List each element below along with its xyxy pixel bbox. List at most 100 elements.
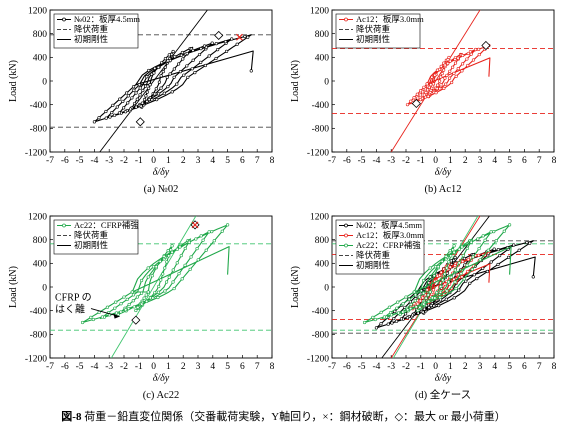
series-marker [180, 277, 184, 281]
x-tick-label: 8 [270, 156, 275, 166]
legend-entry: Ac22：CFRP補強 [74, 220, 139, 230]
series-marker [141, 88, 145, 93]
fracture-marker [236, 33, 243, 41]
initial-stiffness-line [392, 216, 479, 358]
legend-entry: Ac12：板厚3.0mm [356, 14, 424, 24]
legend-entry: 降伏荷重 [356, 24, 391, 34]
x-tick-label: -4 [372, 362, 380, 372]
series-marker [105, 305, 110, 309]
series-marker [165, 75, 169, 79]
series-marker [396, 311, 401, 315]
series-marker [170, 52, 174, 56]
series-marker [204, 45, 208, 49]
y-tick-label: 0 [42, 77, 47, 87]
x-tick-label: 3 [478, 362, 483, 372]
series-marker [528, 241, 532, 245]
series-marker [409, 99, 413, 103]
series-marker [404, 295, 408, 299]
series-marker [246, 35, 250, 39]
max-load-diamond [214, 30, 224, 41]
x-tick-label: -4 [372, 156, 380, 166]
series-marker [195, 246, 199, 251]
series-marker [139, 104, 143, 108]
series-marker [171, 49, 175, 54]
series-marker [235, 42, 239, 46]
y-tick-label: -800 [30, 331, 48, 341]
series-marker [494, 239, 498, 243]
x-tick-label: 7 [255, 156, 260, 166]
series-marker [399, 317, 404, 321]
series-marker [460, 62, 465, 66]
series-marker [201, 238, 205, 242]
series-marker [422, 302, 426, 306]
series-marker [428, 275, 432, 279]
series-marker [175, 247, 179, 251]
plot-area [332, 216, 554, 358]
series-marker [115, 105, 119, 109]
series-marker [144, 293, 148, 297]
x-tick-label: 6 [240, 362, 245, 372]
series-marker [496, 262, 500, 267]
x-axis-label: δ/δy [435, 373, 452, 384]
y-tick-label: 800 [315, 236, 330, 246]
y-tick-label: -1200 [307, 354, 329, 364]
x-tick-label: -1 [417, 362, 425, 372]
series-marker [122, 295, 126, 299]
series-marker [416, 311, 420, 315]
series-marker [417, 295, 422, 299]
series-marker [460, 275, 464, 279]
series-marker [472, 273, 476, 277]
legend-entry: 初期剛性 [74, 240, 109, 250]
series-marker [461, 53, 465, 58]
series-marker [151, 265, 156, 269]
series-marker [243, 34, 247, 39]
series-marker [449, 275, 453, 279]
series-marker [422, 85, 426, 89]
series-marker [477, 246, 481, 251]
legend-entry: №02：板厚4.5mm [356, 220, 422, 230]
series-marker [132, 305, 136, 309]
x-tick-label: 1 [448, 362, 453, 372]
panel-subtitle: (d) 全ケース [415, 388, 471, 401]
series-marker [442, 86, 446, 90]
series-marker [123, 110, 128, 114]
y-tick-label: 1200 [310, 212, 329, 222]
series-marker [137, 83, 141, 87]
series-marker [117, 111, 122, 115]
x-tick-label: 1 [448, 156, 453, 166]
series-marker [114, 300, 118, 304]
x-tick-label: -3 [387, 362, 395, 372]
series-marker [159, 61, 164, 65]
series-marker [438, 290, 443, 294]
figure-caption: 図-8 荷重－鉛直変位関係（交番載荷実験，Y軸回り，×：鋼材破断，◇：最大 or… [0, 408, 567, 424]
series-marker [392, 316, 396, 321]
series-marker [426, 94, 430, 98]
series-marker [471, 58, 476, 62]
series-marker [183, 246, 187, 251]
x-axis-label: δ/δy [153, 167, 170, 178]
series-marker [396, 300, 400, 304]
series-marker [412, 290, 416, 294]
series-marker [138, 86, 142, 90]
x-tick-label: -4 [90, 156, 98, 166]
series-marker [432, 304, 436, 308]
series-marker [441, 278, 445, 282]
x-tick-label: 5 [225, 362, 230, 372]
series-marker [154, 87, 158, 91]
legend-swatch-marker [344, 223, 348, 228]
x-tick-label: 7 [537, 362, 542, 372]
x-tick-label: -6 [343, 156, 351, 166]
series-marker [104, 116, 108, 120]
series-marker [394, 319, 399, 323]
x-axis-label: δ/δy [153, 373, 170, 384]
series-marker [169, 248, 173, 252]
series-marker [453, 263, 457, 268]
series-marker [445, 289, 449, 293]
legend-swatch-marker [344, 17, 348, 22]
panel-subtitle: (c) Ac22 [143, 390, 179, 401]
legend-entry: 初期剛性 [74, 34, 109, 44]
series-marker [436, 265, 440, 269]
series-marker [427, 305, 431, 310]
series-marker [435, 68, 440, 72]
series-marker [496, 248, 500, 252]
